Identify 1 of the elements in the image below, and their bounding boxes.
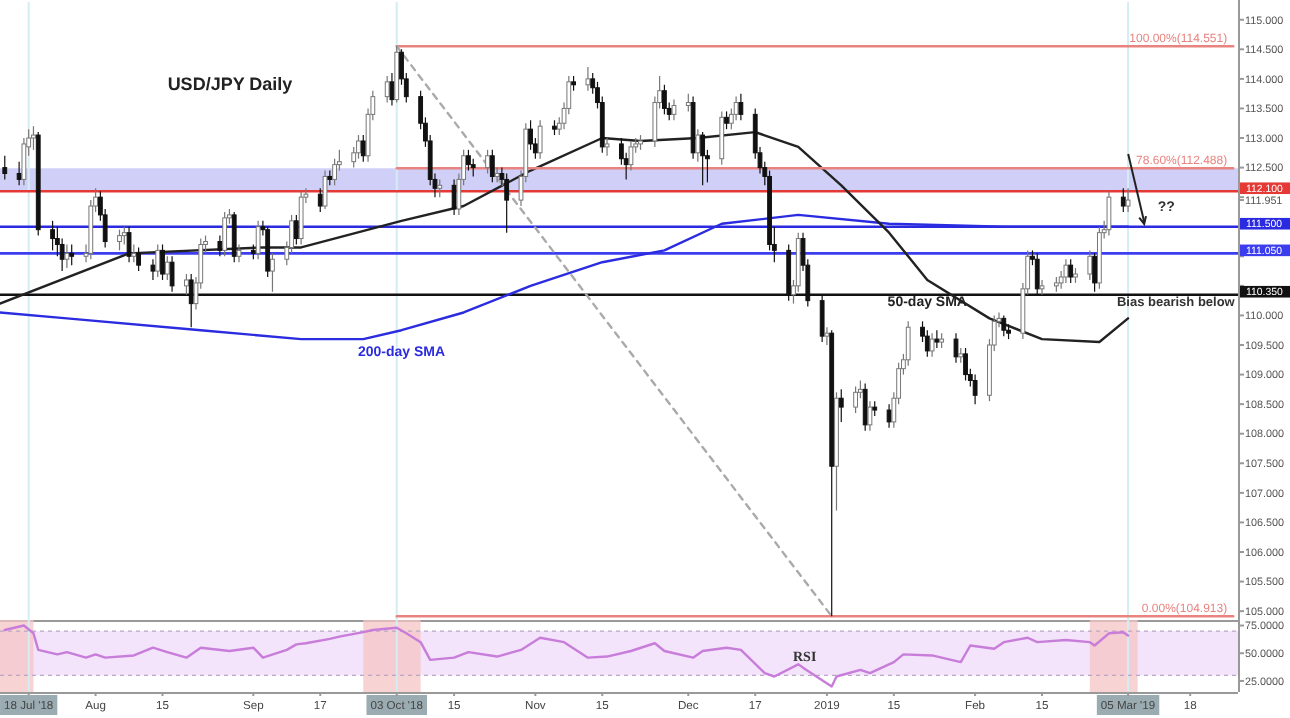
text: USD/JPY Daily <box>167 74 293 94</box>
